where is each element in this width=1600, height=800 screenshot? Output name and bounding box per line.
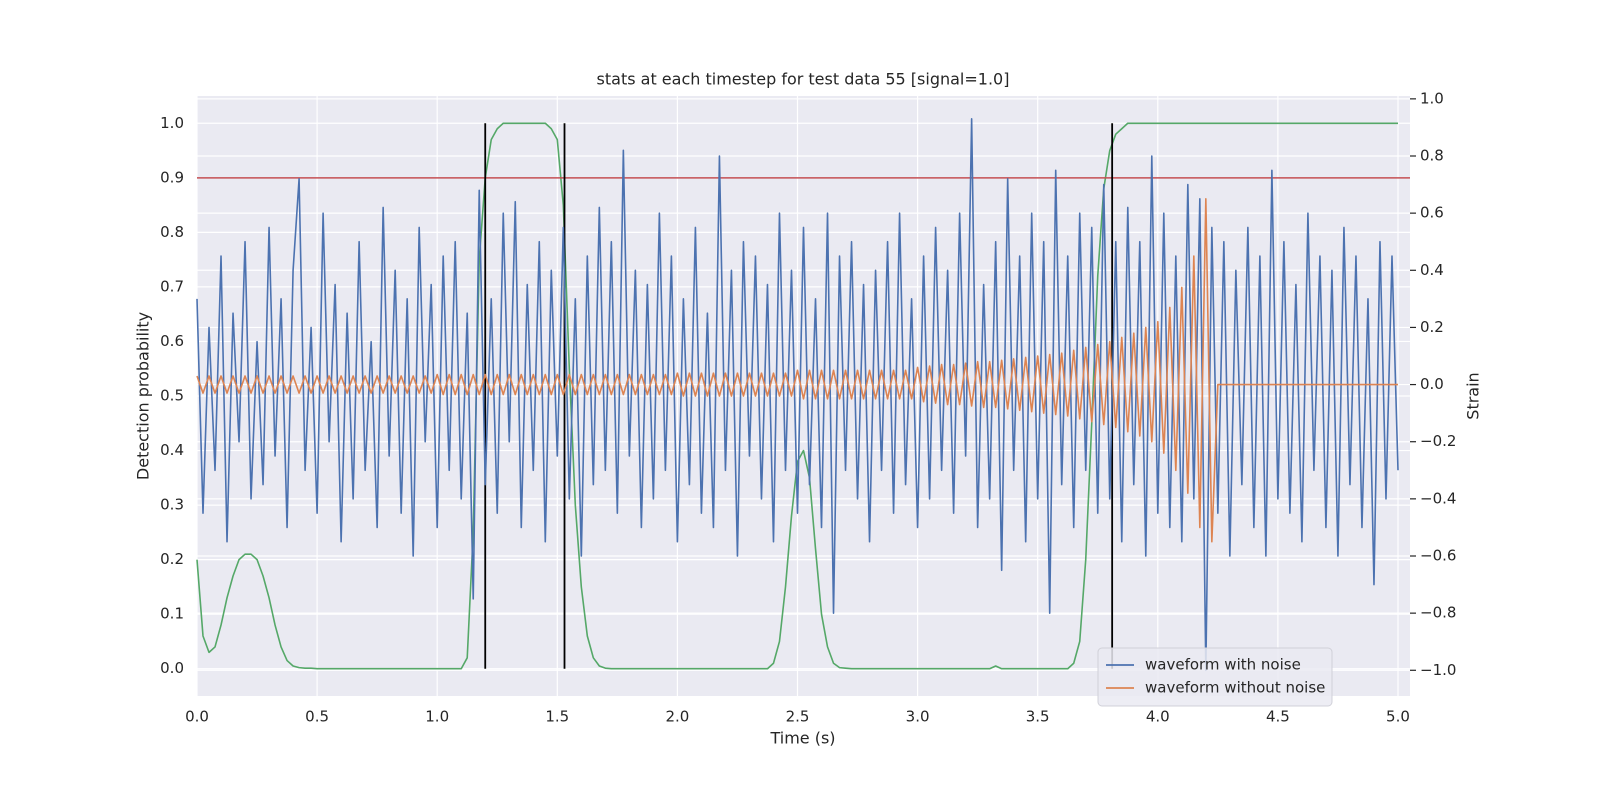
y2-tick-label: −0.2: [1420, 432, 1456, 450]
legend-box: [1097, 647, 1333, 707]
x-axis-label: Time (s): [769, 729, 835, 748]
x-tick-label: 3.0: [906, 708, 930, 726]
x-tick-label: 4.0: [1146, 708, 1170, 726]
legend-label: waveform with noise: [1145, 656, 1301, 674]
y-tick-label: 0.7: [160, 277, 184, 295]
y2-tick-label: −1.0: [1420, 661, 1456, 679]
legend: waveform with noise waveform without nois…: [1097, 647, 1333, 707]
series-line: [196, 198, 1398, 543]
y-tick-label: 0.5: [160, 387, 184, 405]
x-tick-label: 0.0: [185, 708, 209, 726]
marks: [196, 118, 1410, 672]
y-tick-label: 0.1: [160, 605, 184, 623]
y-tick-label: 1.0: [160, 114, 184, 132]
y-axis-label: Detection probability: [134, 312, 153, 480]
y2-tick-label: 0.4: [1420, 261, 1444, 279]
legend-label: waveform without noise: [1145, 679, 1325, 697]
y-tick-label: 0.3: [160, 496, 184, 514]
y-tick-label: 0.2: [160, 550, 184, 568]
series-line: [196, 118, 1399, 672]
y-tick-label: 0.0: [160, 659, 184, 677]
chart-title: stats at each timestep for test data 55 …: [597, 70, 1010, 89]
y-tick-label: 0.6: [160, 332, 184, 350]
y2-tick-label: 0.0: [1420, 375, 1444, 393]
y-tick-label: 0.9: [160, 168, 184, 186]
x-tick-label: 5.0: [1386, 708, 1410, 726]
y-tick-label: 0.8: [160, 223, 184, 241]
x-tick-label: 2.0: [665, 708, 689, 726]
x-tick-label: 0.5: [305, 708, 329, 726]
y2-tick-label: −0.8: [1420, 604, 1456, 622]
x-tick-label: 1.5: [545, 708, 569, 726]
x-tick-label: 4.5: [1266, 708, 1290, 726]
y2-axis-label: Strain: [1464, 372, 1483, 419]
x-tick-label: 3.5: [1026, 708, 1050, 726]
y2-tick-label: 0.2: [1420, 318, 1444, 336]
x-tick-label: 2.5: [786, 708, 810, 726]
y2-tick-label: 0.6: [1420, 204, 1444, 222]
series-line: [196, 122, 1398, 670]
y-tick-label: 0.4: [160, 441, 184, 459]
y2-tick-label: 1.0: [1420, 89, 1444, 107]
y2-tick-label: −0.6: [1420, 547, 1456, 565]
y2-tick-label: 0.8: [1420, 147, 1444, 165]
x-tick-label: 1.0: [425, 708, 449, 726]
y2-tick-label: −0.4: [1420, 489, 1456, 507]
